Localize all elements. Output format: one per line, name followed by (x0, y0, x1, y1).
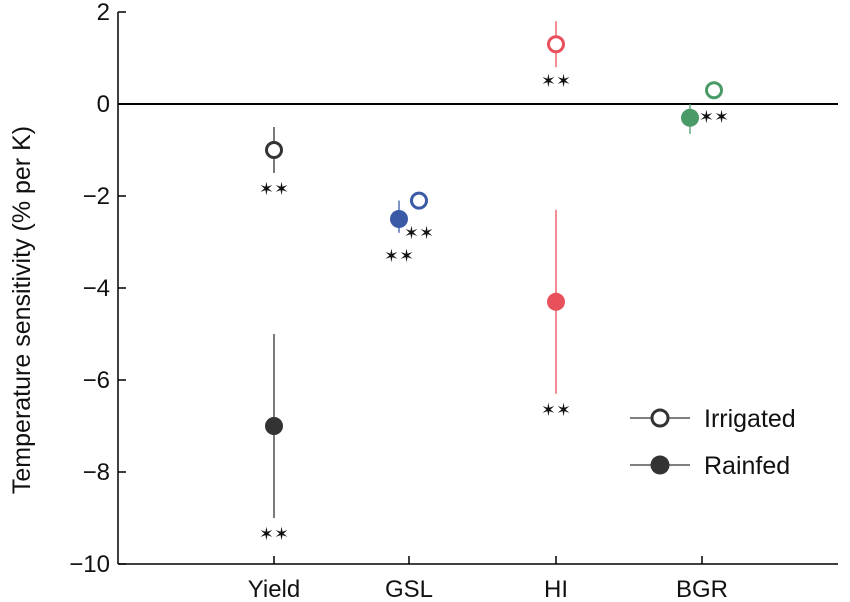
significance-marker: ✶✶ (699, 107, 729, 127)
legend-marker-rainfed (650, 455, 670, 475)
significance-marker: ✶✶ (259, 179, 289, 199)
x-tick-label: Yield (248, 576, 300, 602)
legend-marker-irrigated (650, 408, 670, 428)
y-tick-label: 2 (97, 0, 110, 26)
y-tick-label: −8 (83, 459, 110, 486)
plot-area: ✶✶ ✶✶ ✶✶ ✶✶ ✶✶ ✶✶ ✶✶ (118, 21, 838, 544)
y-tick-label: 0 (97, 91, 110, 118)
significance-marker: ✶✶ (541, 400, 571, 420)
data-point-irrigated (547, 35, 565, 54)
data-point-irrigated (410, 191, 428, 210)
data-point-rainfed (681, 108, 699, 127)
data-point-rainfed (390, 210, 408, 228)
significance-marker: ✶✶ (384, 246, 414, 266)
data-point-rainfed (547, 292, 565, 311)
data-point-rainfed (265, 417, 283, 435)
y-axis-label: Temperature sensitivity (% per K) (8, 126, 36, 494)
y-tick-label: −6 (83, 367, 110, 394)
x-tick-label: BGR (676, 576, 728, 602)
legend-label: Rainfed (704, 452, 790, 480)
axes: 2 0 −2 −4 −6 −8 −10 Yield GSL HI BGR (69, 0, 838, 602)
significance-marker: ✶✶ (259, 524, 289, 544)
legend-label: Irrigated (704, 405, 796, 433)
y-tick-label: −4 (83, 275, 110, 302)
x-tick-label: GSL (385, 576, 433, 602)
legend: Irrigated Rainfed (630, 405, 796, 480)
x-tick-label: HI (544, 576, 568, 602)
significance-marker: ✶✶ (541, 71, 571, 91)
significance-marker: ✶✶ (404, 223, 434, 243)
data-point-irrigated (265, 141, 283, 159)
data-point-irrigated (705, 81, 723, 100)
y-tick-label: −2 (83, 183, 110, 210)
y-tick-label: −10 (69, 551, 110, 578)
